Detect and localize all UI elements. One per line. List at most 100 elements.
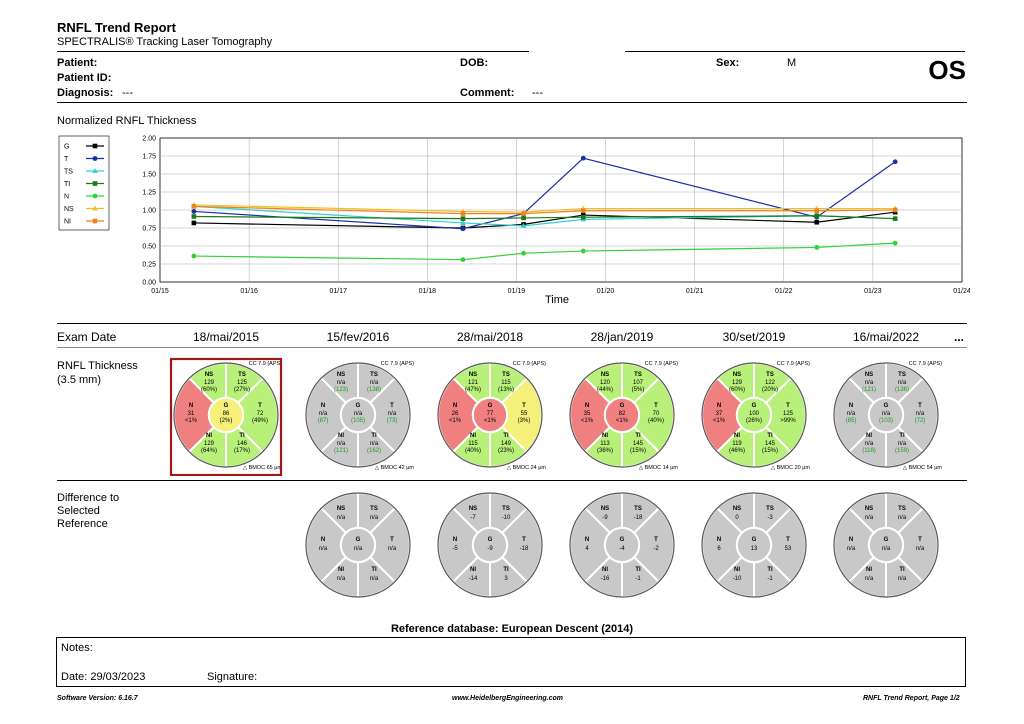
sector-value: 86 [223, 411, 230, 417]
sector-name: N [585, 537, 589, 543]
sector-name: T [522, 537, 526, 543]
sector-percentile: <1% [185, 418, 198, 424]
exam-date[interactable]: 18/mai/2015 [192, 330, 260, 344]
x-tick-label: 01/20 [597, 288, 615, 295]
data-point-ti [580, 214, 586, 220]
disc-outline [833, 362, 939, 468]
sector-percentile: (121) [862, 387, 876, 393]
eye-indicator: OS [928, 55, 966, 85]
sector-percentile: (136) [895, 387, 909, 393]
bmoc-label: △ BMOC 65 µm [243, 465, 283, 471]
diff-label-line1: Difference to [57, 492, 120, 504]
sector-diff-value: -9 [602, 515, 608, 521]
sector-name: TS [898, 506, 906, 512]
comment-label: Comment: [460, 87, 515, 99]
sector-name: NI [866, 433, 872, 439]
sector-value: 129 [204, 441, 215, 447]
sector-value: n/a [370, 380, 379, 386]
sector-percentile: <1% [581, 418, 594, 424]
x-tick-label: 01/24 [953, 288, 970, 295]
sector-name: TS [370, 506, 378, 512]
exam-date[interactable]: 30/set/2019 [722, 330, 786, 344]
diff-label-line2: Selected [57, 505, 100, 517]
legend-marker [92, 156, 98, 161]
data-point-n [814, 245, 820, 250]
sector-percentile: (46%) [729, 448, 745, 454]
sector-diff-value: n/a [370, 515, 379, 521]
sector-percentile: (73) [387, 418, 398, 424]
x-tick-label: 01/23 [864, 288, 882, 295]
sector-diff-value: n/a [898, 515, 907, 521]
sector-diff-value: n/a [354, 546, 363, 552]
sector-diff-value: -7 [470, 515, 476, 521]
cc-label: CC 7.9 (APS) [909, 361, 942, 367]
sector-diff-value: -3 [767, 515, 773, 521]
exam-date[interactable]: 28/jan/2019 [590, 330, 654, 344]
exam-more-indicator[interactable]: ... [954, 330, 965, 344]
trend-section-title: Normalized RNFL Thickness [57, 115, 197, 127]
sector-percentile: (15%) [630, 448, 646, 454]
sector-name: T [918, 537, 922, 543]
exam-date[interactable]: 15/fev/2016 [326, 330, 390, 344]
sector-percentile: (118) [862, 448, 876, 454]
sector-name: NS [337, 506, 345, 512]
dob-label: DOB: [460, 57, 489, 69]
footer-url[interactable]: www.HeidelbergEngineering.com [452, 695, 563, 702]
sector-name: NS [865, 372, 873, 378]
sector-diff-value: 0 [735, 515, 739, 521]
sector-name: TI [767, 567, 773, 573]
diff-disc: NS -7 TS -10 N -5 T -18 NI -14 TI 3 G -9 [437, 491, 543, 599]
exam-date[interactable]: 28/mai/2018 [456, 330, 524, 344]
legend-label-ni: NI [64, 219, 71, 226]
sector-name: T [786, 403, 790, 409]
data-point-ti [460, 216, 466, 221]
sector-name: TS [898, 372, 906, 378]
sector-name: NI [734, 433, 740, 439]
sector-name: TI [503, 567, 509, 573]
sector-diff-value: -18 [634, 515, 643, 521]
data-point-ti [521, 215, 526, 221]
data-point-n [892, 240, 898, 246]
sector-value: 146 [237, 441, 248, 447]
sector-name: N [453, 537, 457, 543]
sector-percentile: (40%) [648, 418, 664, 424]
sector-percentile: (121) [334, 448, 348, 454]
disc-outline [569, 362, 675, 468]
sector-percentile: (60%) [201, 387, 217, 393]
sector-value: 26 [452, 411, 459, 417]
sector-name: NI [338, 567, 344, 573]
data-point-t [460, 226, 466, 232]
sector-diff-value: n/a [319, 546, 328, 552]
legend-label-t: T [64, 156, 69, 163]
data-point-t [892, 159, 898, 165]
sector-percentile: (17%) [234, 448, 250, 454]
data-point-ti [814, 213, 820, 219]
sector-g [603, 526, 641, 564]
exam-date[interactable]: 16/mai/2022 [852, 330, 920, 344]
sector-name: NI [206, 433, 212, 439]
sector-g [735, 526, 773, 564]
bmoc-label: △ BMOC 54 µm [903, 465, 943, 471]
sector-diff-value: n/a [337, 576, 346, 582]
sector-g [867, 396, 905, 434]
legend-marker [92, 143, 98, 149]
sector-name: NS [337, 372, 345, 378]
sector-name: NS [601, 372, 609, 378]
rnfl-discs-row: NS129(60%)TS125(27%)N31<1%T72(49%)NI129(… [169, 357, 943, 476]
y-tick-label: 2.00 [142, 136, 156, 143]
series-line-ns [193, 204, 896, 213]
sector-percentile: (60%) [729, 387, 745, 393]
diff-label-line3: Reference [57, 518, 108, 530]
sector-value: 72 [257, 411, 264, 417]
data-point-t [191, 209, 197, 214]
disc-outline [701, 492, 807, 598]
data-point-ts [520, 222, 527, 228]
sector-diff-value: -9 [487, 546, 493, 552]
sector-percentile: (3%) [518, 418, 531, 424]
sector-name: NS [733, 506, 741, 512]
data-point-g [814, 219, 820, 225]
reference-database: Reference database: European Descent (20… [390, 623, 634, 635]
sector-value: n/a [354, 411, 363, 417]
cc-label: CC 7.9 (APS) [645, 361, 678, 367]
sector-diff-value: n/a [847, 546, 856, 552]
